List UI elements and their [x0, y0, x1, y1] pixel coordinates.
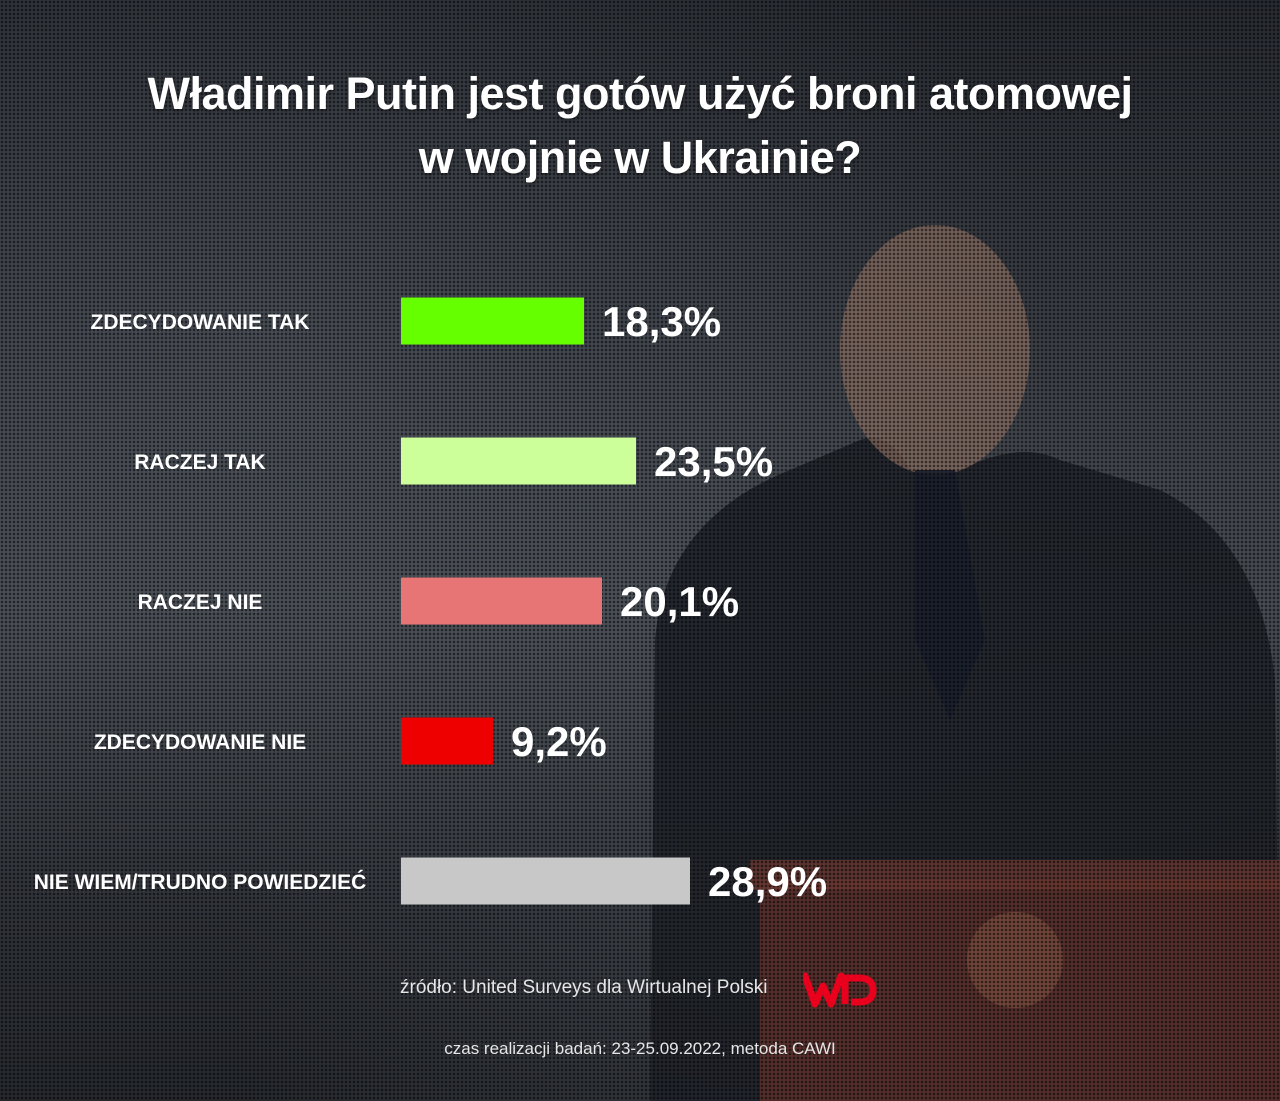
source-note: źródło: United Surveys dla Wirtualnej Po…: [400, 977, 768, 998]
value-label: 23,5%: [654, 438, 773, 485]
value-label: 28,9%: [708, 858, 827, 905]
bar: [401, 577, 602, 625]
category-label: ZDECYDOWANIE TAK: [91, 311, 310, 334]
bar: [401, 717, 493, 765]
bar: [401, 857, 690, 905]
title-line-1: Władimir Putin jest gotów użyć broni ato…: [147, 68, 1133, 119]
value-label: 9,2%: [511, 718, 607, 765]
value-label: 20,1%: [620, 578, 739, 625]
category-label: RACZEJ TAK: [134, 451, 265, 474]
value-label: 18,3%: [602, 298, 721, 345]
survey-date-method: czas realizacji badań: 23-25.09.2022, me…: [444, 1039, 836, 1058]
bar: [401, 437, 636, 485]
category-label: NIE WIEM/TRUDNO POWIEDZIEĆ: [34, 870, 367, 894]
page-title: Władimir Putin jest gotów użyć broni ato…: [0, 62, 1280, 190]
bar: [401, 297, 584, 345]
category-label: RACZEJ NIE: [138, 591, 263, 614]
title-line-2: w wojnie w Ukrainie?: [418, 132, 862, 183]
wp-logo-icon: [803, 972, 877, 1008]
category-label: ZDECYDOWANIE NIE: [94, 731, 306, 754]
